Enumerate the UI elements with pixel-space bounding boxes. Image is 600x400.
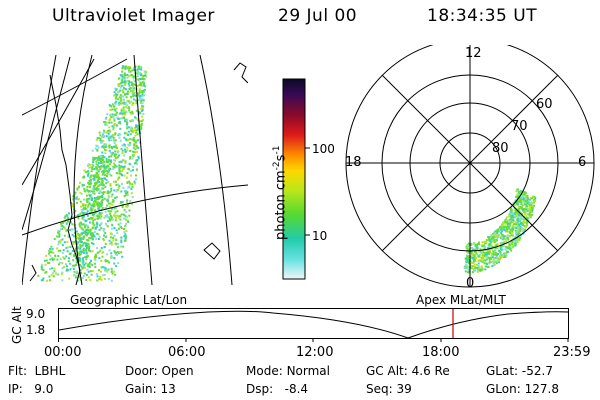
map-grid-line [22, 55, 57, 285]
meta-gc-alt: GC Alt: 4.6 Re [366, 364, 450, 378]
colorbar-gradient [282, 78, 306, 280]
coastline [203, 242, 221, 260]
altitude-xtick: 12:00 [296, 345, 334, 360]
altitude-xtick: 06:00 [168, 345, 206, 360]
time-label: 18:34:35 UT [427, 6, 538, 26]
colorbar-tick-label: 100 [312, 142, 335, 156]
map-grid-line [22, 56, 71, 231]
altitude-ylabel: GC Alt [10, 306, 24, 344]
meta-mode: Mode: Normal [246, 364, 330, 378]
polar-grid [345, 45, 595, 288]
map-grid-line [133, 55, 153, 285]
coastlines [29, 62, 248, 285]
mlt-label-6: 6 [578, 155, 587, 170]
altitude-xtick: 00:00 [44, 345, 82, 360]
mlt-meridian [381, 74, 559, 252]
mlt-label-12: 12 [465, 46, 482, 61]
colorbar [282, 78, 310, 280]
coastline [233, 62, 248, 84]
polar-plot [345, 45, 595, 288]
polar-aurora-emission [463, 188, 537, 274]
map-grid-line [22, 58, 95, 186]
mlat-label-70: 70 [511, 119, 528, 134]
meta-door: Door: Open [125, 364, 194, 378]
meta-seq: Seq: 39 [366, 382, 412, 396]
colorbar-axis-label: photon cm-2s-1 [272, 145, 289, 240]
geographic-panel-label: Geographic Lat/Lon [70, 293, 188, 307]
geographic-aurora-emission [37, 65, 148, 282]
meta-filter: Flt: LBHL [8, 364, 66, 378]
altitude-frame [58, 308, 569, 339]
mlt-label-18: 18 [345, 155, 362, 170]
geographic-grid [22, 55, 248, 285]
altitude-xtick: 23:59 [553, 345, 591, 360]
map-grid-line [73, 55, 93, 285]
altitude-ytick: 1.8 [26, 323, 46, 337]
colorbar-tick-label: 10 [312, 229, 328, 243]
meta-glat: GLat: -52.7 [486, 364, 553, 378]
map-grid-line [22, 58, 128, 116]
geographic-map [22, 55, 248, 285]
date-label: 29 Jul 00 [278, 6, 358, 26]
altitude-xtick: 18:00 [422, 345, 460, 360]
apex-panel-label: Apex MLat/MLT [416, 293, 506, 307]
mlat-label-80: 80 [492, 141, 509, 156]
coastline [49, 74, 81, 285]
altitude-curve [58, 310, 569, 339]
meta-dsp: Dsp: -8.4 [246, 382, 309, 396]
mlat-label-60: 60 [536, 97, 553, 112]
meta-glon: GLon: 127.8 [486, 382, 559, 396]
app-title: Ultraviolet Imager [52, 6, 215, 26]
coastline [29, 264, 37, 282]
map-grid-line [22, 184, 248, 236]
altitude-plot [58, 308, 569, 342]
mlt-label-0: 0 [466, 276, 475, 291]
meta-gain: Gain: 13 [125, 382, 176, 396]
altitude-ytick: 9.0 [26, 307, 46, 321]
meta-ip: IP: 9.0 [8, 382, 54, 396]
map-grid-line [199, 55, 233, 285]
